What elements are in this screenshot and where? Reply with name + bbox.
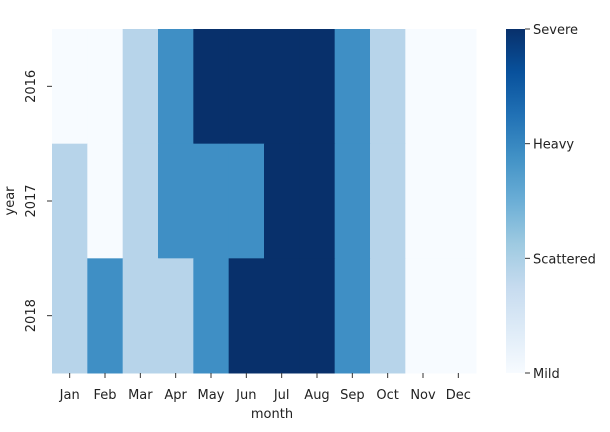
- x-tick-label-jul: Jul: [273, 388, 290, 403]
- heatmap-cell-2017-jan: [52, 144, 88, 259]
- heatmap-cell-2018-jun: [229, 258, 265, 373]
- x-tick-label-apr: Apr: [164, 388, 187, 403]
- heatmap-cell-2018-mar: [123, 258, 159, 373]
- heatmap-cell-2018-dec: [441, 258, 477, 373]
- colorbar: [506, 29, 525, 373]
- x-tick-label-jun: Jun: [235, 388, 256, 403]
- heatmap-cell-2018-feb: [87, 258, 123, 373]
- heatmap-cell-2016-dec: [441, 29, 477, 144]
- x-tick-label-dec: Dec: [446, 388, 471, 403]
- heatmap-cell-2017-may: [193, 144, 229, 259]
- heatmap-cell-2016-jan: [52, 29, 88, 144]
- heatmap-cell-2018-sep: [335, 258, 371, 373]
- colorbar-label-mild: Mild: [533, 367, 560, 382]
- x-tick-label-oct: Oct: [376, 388, 398, 403]
- heatmap-cell-2018-jul: [264, 258, 300, 373]
- heatmap-cell-2017-nov: [405, 144, 441, 259]
- heatmap-cell-2018-aug: [299, 258, 335, 373]
- heatmap-cell-2017-apr: [158, 144, 194, 259]
- colorbar-label-heavy: Heavy: [533, 138, 574, 153]
- heatmap-cell-2016-feb: [87, 29, 123, 144]
- heatmap-cells: [52, 29, 477, 374]
- heatmap-cell-2018-oct: [370, 258, 406, 373]
- heatmap-cell-2016-jun: [229, 29, 265, 144]
- x-tick-label-nov: Nov: [410, 388, 436, 403]
- x-tick-label-jan: Jan: [59, 388, 80, 403]
- heatmap-cell-2017-dec: [441, 144, 477, 259]
- colorbar-label-severe: Severe: [533, 23, 578, 38]
- y-tick-label-2016: 2016: [24, 70, 39, 103]
- heatmap-cell-2016-may: [193, 29, 229, 144]
- heatmap-cell-2017-jul: [264, 144, 300, 259]
- heatmap-cell-2018-may: [193, 258, 229, 373]
- heatmap-cell-2016-apr: [158, 29, 194, 144]
- heatmap-cell-2016-jul: [264, 29, 300, 144]
- heatmap-cell-2017-feb: [87, 144, 123, 259]
- heatmap-cell-2018-jan: [52, 258, 88, 373]
- heatmap-cell-2018-apr: [158, 258, 194, 373]
- heatmap-cell-2016-sep: [335, 29, 371, 144]
- x-tick-label-may: May: [198, 388, 225, 403]
- heatmap-cell-2016-aug: [299, 29, 335, 144]
- x-tick-label-mar: Mar: [128, 388, 153, 403]
- y-tick-label-2018: 2018: [24, 299, 39, 332]
- heatmap-cell-2017-sep: [335, 144, 371, 259]
- heatmap-cell-2017-aug: [299, 144, 335, 259]
- heatmap-cell-2016-oct: [370, 29, 406, 144]
- colorbar-label-scattered: Scattered: [533, 252, 596, 267]
- colorbar-ticks: Mild Scattered Heavy Severe: [525, 23, 596, 382]
- y-axis-label: year: [3, 186, 18, 216]
- heatmap-cell-2017-oct: [370, 144, 406, 259]
- y-tick-label-2017: 2017: [24, 184, 39, 217]
- y-axis-ticks: 2016 2017 2018: [24, 70, 52, 332]
- x-axis-ticks: Jan Feb Mar Apr May Jun Jul Aug Sep Oct Nov Dec: [59, 373, 471, 403]
- x-tick-label-feb: Feb: [93, 388, 116, 403]
- heatmap-cell-2018-nov: [405, 258, 441, 373]
- heatmap-cell-2016-mar: [123, 29, 159, 144]
- x-tick-label-sep: Sep: [340, 388, 365, 403]
- x-tick-label-aug: Aug: [304, 388, 329, 403]
- heatmap-cell-2017-jun: [229, 144, 265, 259]
- heatmap-cell-2017-mar: [123, 144, 159, 259]
- x-axis-label: month: [251, 407, 293, 422]
- heatmap-cell-2016-nov: [405, 29, 441, 144]
